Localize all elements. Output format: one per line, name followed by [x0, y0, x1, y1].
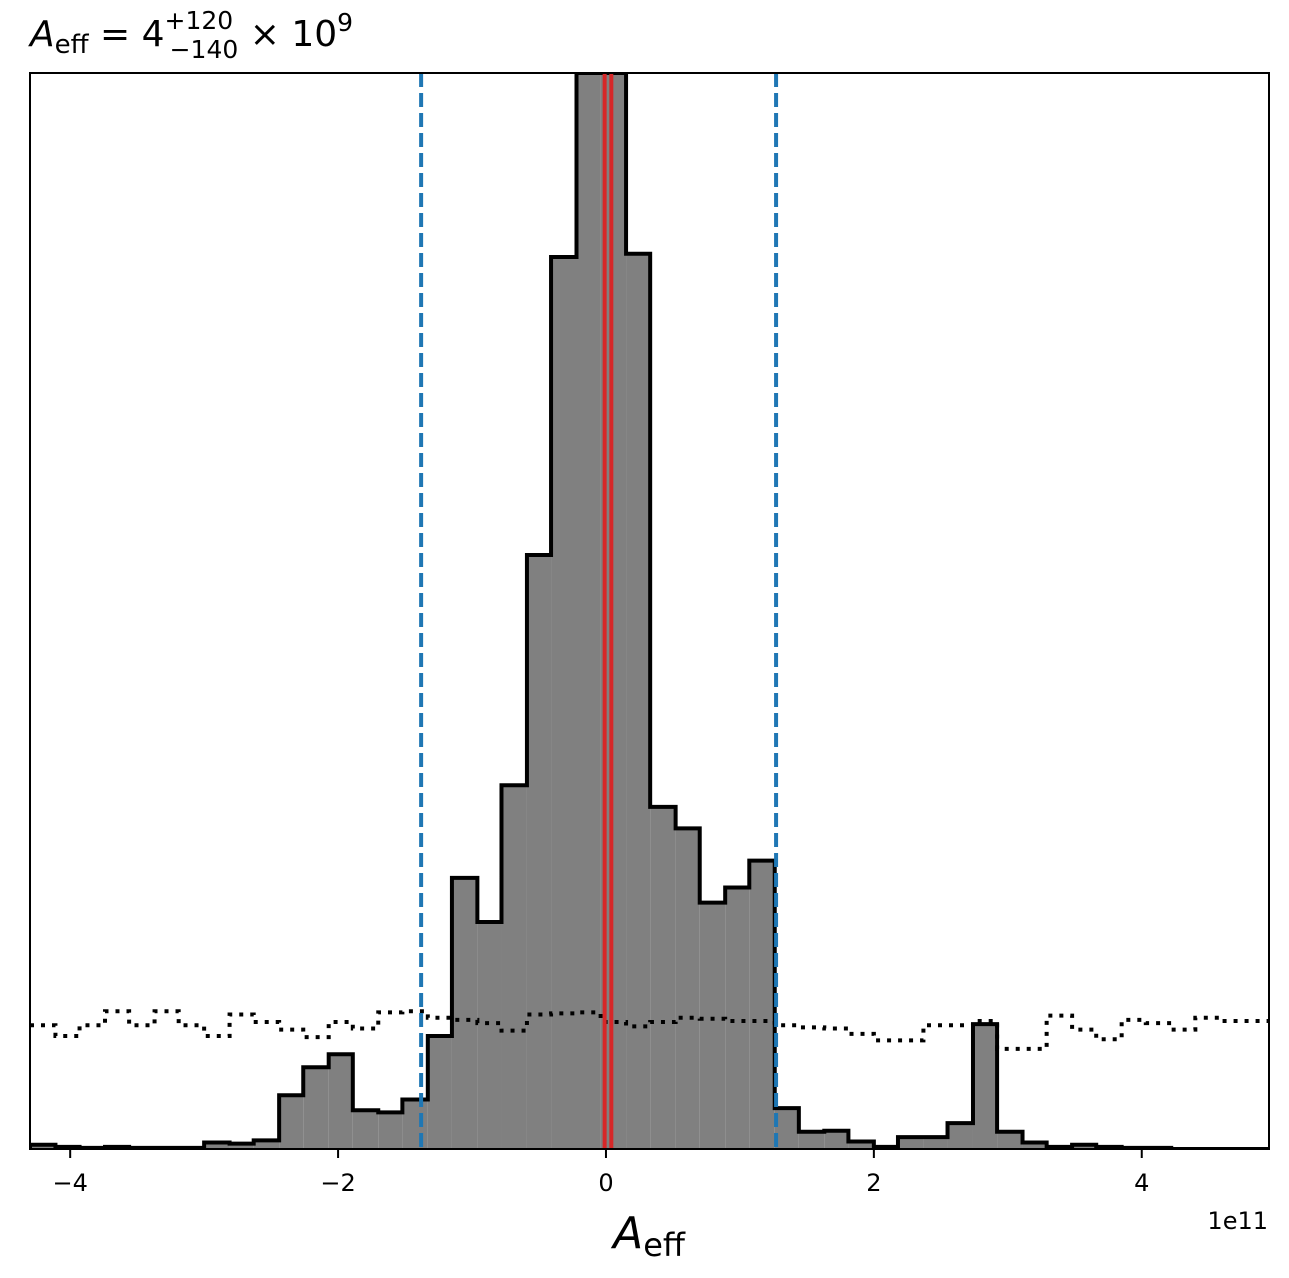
posterior-bars — [30, 73, 1172, 1149]
x-tick-label: 4 — [1134, 1169, 1149, 1197]
posterior-bar — [675, 828, 700, 1149]
prior-outline — [30, 1009, 1269, 1051]
posterior-bar — [897, 1137, 924, 1149]
posterior-bar — [477, 921, 502, 1149]
posterior-bar — [947, 1123, 973, 1149]
posterior-bar — [551, 256, 577, 1149]
title-text: Aeff = 4+120 −140 × 109 — [28, 6, 353, 64]
x-tick-label: 0 — [598, 1169, 613, 1197]
posterior-bar — [229, 1143, 254, 1149]
x-tick-label: 2 — [866, 1169, 881, 1197]
posterior-bar — [798, 1131, 825, 1149]
posterior-bar — [824, 1130, 849, 1149]
posterior-bar — [972, 1024, 998, 1149]
x-axis-offset-text: 1e11 — [1207, 1207, 1268, 1235]
posterior-bar — [650, 806, 676, 1149]
posterior-bar — [204, 1142, 230, 1149]
posterior-bar — [402, 1099, 428, 1149]
posterior-bar — [699, 902, 726, 1149]
x-axis-label-text: Aeff — [610, 1208, 686, 1264]
posterior-bar — [848, 1141, 874, 1149]
posterior-bar — [303, 1067, 329, 1149]
posterior-bar — [279, 1095, 304, 1149]
posterior-outline — [30, 73, 1269, 1149]
posterior-bar — [749, 860, 775, 1149]
posterior-bar — [253, 1140, 280, 1149]
posterior-bar — [1072, 1144, 1097, 1149]
posterior-bar — [576, 73, 601, 1149]
posterior-bar — [725, 887, 750, 1149]
posterior-bar — [626, 253, 651, 1149]
chart-title: Aeff = 4+120 −140 × 109 — [28, 6, 353, 64]
x-axis: −4 −2 0 2 4 — [52, 1149, 1149, 1197]
posterior-bar — [427, 1036, 452, 1149]
x-tick-label: −4 — [52, 1169, 87, 1197]
posterior-bar — [352, 1110, 379, 1149]
x-axis-label: Aeff — [610, 1208, 686, 1264]
posterior-bar — [328, 1054, 353, 1149]
plot-contents — [30, 73, 1269, 1149]
posterior-bar — [30, 1144, 56, 1149]
posterior-bar — [378, 1112, 403, 1149]
x-tick-label: −2 — [320, 1169, 355, 1197]
plot-area — [29, 72, 1270, 1150]
posterior-bar — [923, 1137, 948, 1149]
posterior-bar — [451, 877, 478, 1149]
posterior-bar — [526, 555, 552, 1149]
plot-frame — [29, 72, 1270, 1150]
posterior-bar — [997, 1131, 1023, 1149]
posterior-bar — [774, 1108, 799, 1149]
posterior-bar — [1022, 1142, 1047, 1149]
posterior-bar — [501, 785, 527, 1149]
